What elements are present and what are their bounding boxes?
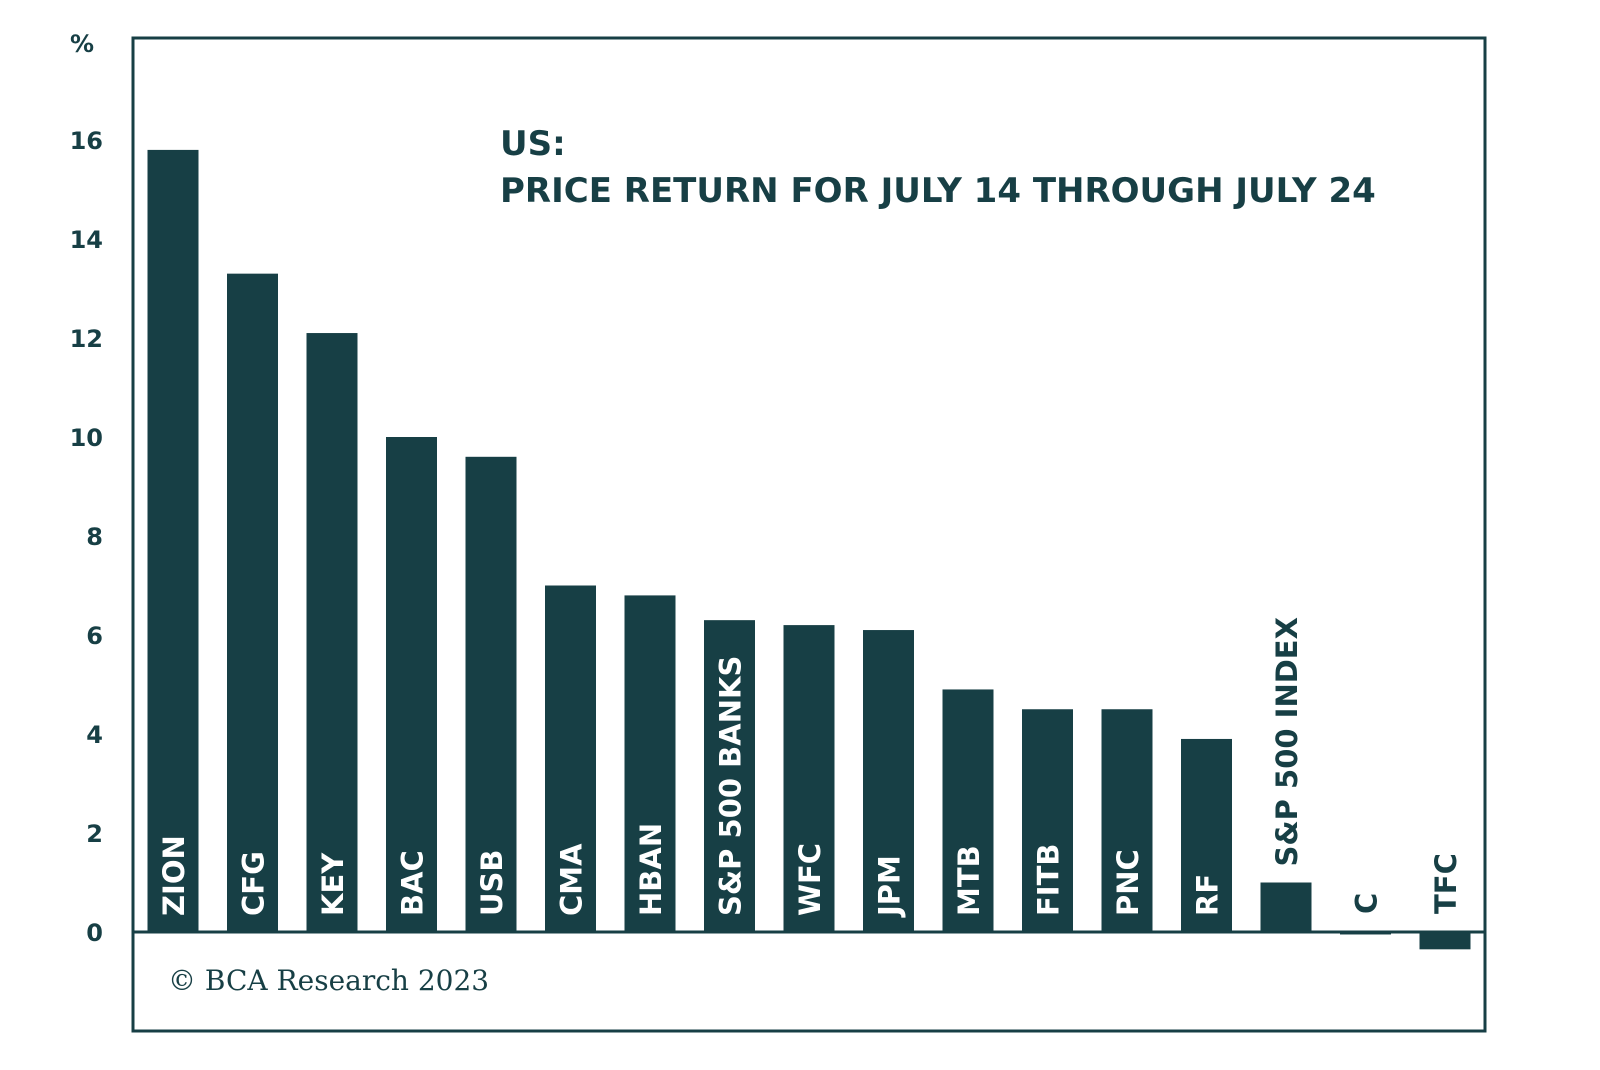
bar — [1181, 738, 1232, 932]
y-tick-label: 14 — [70, 226, 103, 254]
bar-label: ZION — [157, 835, 191, 916]
bar — [1419, 932, 1471, 950]
bar-label: HBAN — [634, 823, 668, 916]
bar-label: PNC — [1111, 849, 1145, 916]
bar — [704, 620, 755, 932]
bar-label: USB — [475, 849, 509, 916]
bar-label: JPM — [873, 855, 907, 918]
bar — [624, 595, 676, 932]
bar — [306, 333, 358, 932]
bar-label: C — [1350, 893, 1384, 914]
y-axis-unit-label: % — [70, 30, 94, 58]
y-tick-label: 10 — [70, 424, 103, 452]
chart-title-line-1: US: — [500, 124, 566, 164]
bar — [863, 630, 914, 932]
bar-label: CMA — [555, 843, 589, 916]
bar-label: KEY — [316, 852, 350, 916]
chart-title-line-2: PRICE RETURN FOR JULY 14 THROUGH JULY 24 — [500, 171, 1376, 211]
bar — [783, 625, 835, 932]
y-axis-ticks: 0 2 4 6 8 10 12 14 16 — [70, 127, 103, 947]
bar-labels: ZION CFG KEY BAC USB CMA HBAN S&P 500 BANKS WFC J… — [157, 617, 1463, 918]
y-tick-label: 6 — [86, 622, 103, 650]
bar-label: TFC — [1429, 853, 1463, 914]
bars — [147, 149, 1471, 950]
bar — [465, 456, 517, 932]
bar — [545, 585, 596, 932]
bar-label: FITB — [1032, 844, 1066, 917]
y-tick-label: 8 — [86, 523, 103, 551]
y-tick-label: 0 — [86, 919, 103, 947]
bar — [227, 273, 278, 932]
copyright-note: © BCA Research 2023 — [168, 964, 489, 997]
bar-label: BAC — [396, 850, 430, 916]
y-tick-label: 2 — [86, 820, 103, 848]
bar-label: S&P 500 BANKS — [714, 656, 748, 916]
bar — [942, 689, 994, 932]
plot-frame — [131, 36, 1487, 1033]
bar — [147, 149, 199, 932]
bar — [386, 437, 437, 932]
bar — [1101, 709, 1153, 932]
bar — [1022, 709, 1073, 932]
y-tick-label: 12 — [70, 325, 103, 353]
y-tick-label: 4 — [86, 721, 103, 749]
bar-label: RF — [1191, 874, 1225, 916]
bar — [1260, 882, 1312, 932]
bar-label: WFC — [793, 843, 827, 916]
y-tick-label: 16 — [70, 127, 103, 155]
bar-label: S&P 500 INDEX — [1270, 617, 1304, 866]
bar-label: CFG — [237, 851, 271, 916]
bar-label: MTB — [952, 845, 986, 916]
